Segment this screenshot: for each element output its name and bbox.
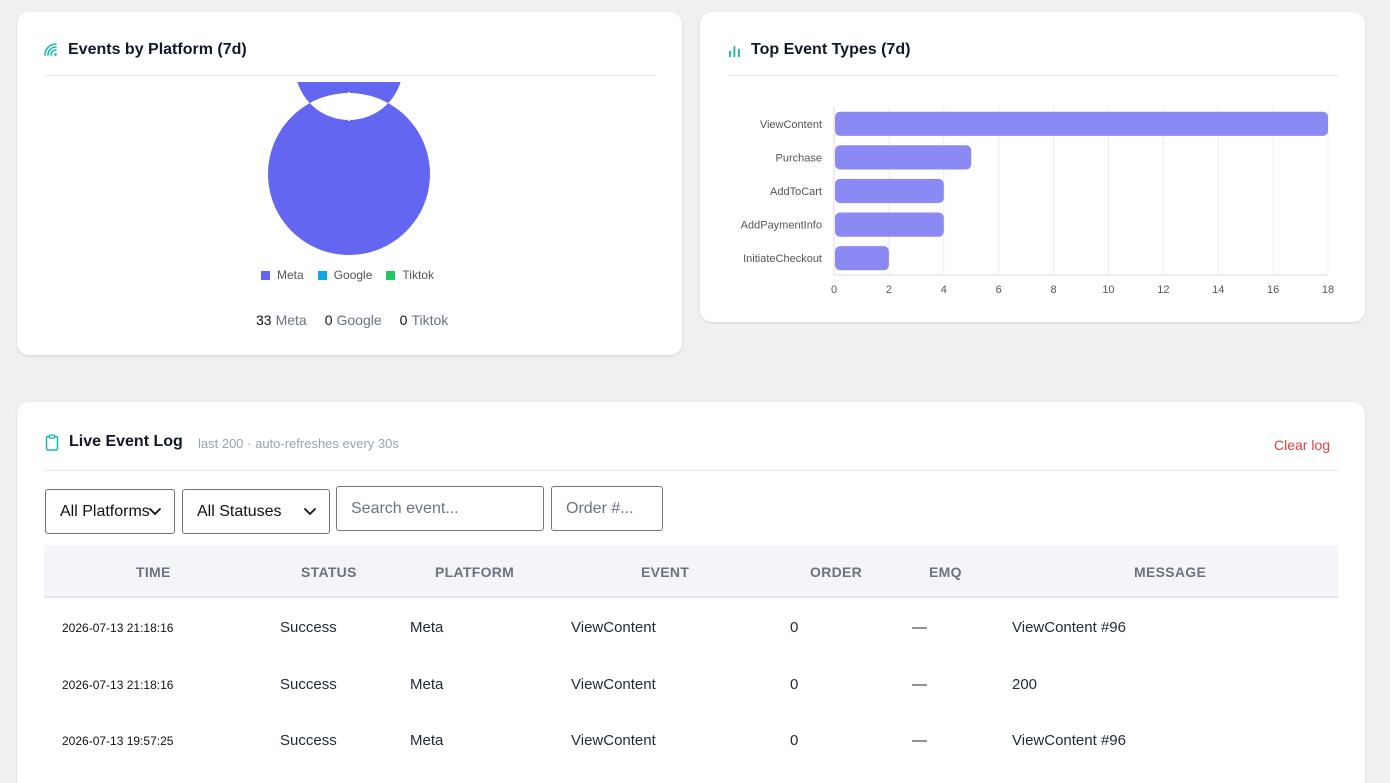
order-number-input[interactable] <box>551 486 663 531</box>
y-tick-label: AddToCart <box>770 186 822 198</box>
event-types-card-title-text: Top Event Types (7d) <box>751 41 911 58</box>
x-tick-label: 8 <box>1050 284 1056 296</box>
row-message: 200 <box>1012 676 1038 693</box>
row-order: 0 <box>790 676 799 693</box>
table-row[interactable]: 2026-07-13 19:57:25 Success Meta ViewCon… <box>44 713 1338 769</box>
row-platform: Meta <box>410 619 444 636</box>
y-tick-label: AddPaymentInfo <box>741 220 822 232</box>
platform-donut-chart <box>267 82 430 255</box>
x-tick-label: 18 <box>1322 284 1334 296</box>
log-title: Live Event Log <box>44 433 183 451</box>
log-subtitle: last 200 · auto-refreshes every 30s <box>198 436 399 451</box>
log-table-header: TIME STATUS PLATFORM EVENT ORDER EMQ MES… <box>44 545 1338 598</box>
row-event: ViewContent <box>571 619 656 636</box>
y-tick-label: ViewContent <box>760 119 822 131</box>
row-emq: — <box>912 732 927 749</box>
row-event: ViewContent <box>571 676 656 693</box>
bar-InitiateCheckout <box>835 246 889 271</box>
row-platform: Meta <box>410 732 444 749</box>
total-tiktok: 0 Tiktok <box>400 312 449 328</box>
y-tick-label: InitiateCheckout <box>743 253 822 265</box>
table-row[interactable]: 2026-07-13 21:18:16 Success Meta ViewCon… <box>44 600 1338 656</box>
chevron-down-icon <box>148 507 162 516</box>
row-platform: Meta <box>410 676 444 693</box>
platform-card-divider <box>44 75 655 76</box>
legend-swatch-google <box>317 270 327 280</box>
donut-slice-meta <box>267 82 430 255</box>
x-tick-label: 14 <box>1212 284 1224 296</box>
legend-swatch-tiktok <box>386 270 396 280</box>
row-message: ViewContent #96 <box>1012 619 1126 636</box>
platform-filter-select[interactable]: All Platforms <box>45 489 175 534</box>
row-status: Success <box>280 676 337 693</box>
total-meta: 33 Meta <box>256 312 307 328</box>
row-order: 0 <box>790 732 799 749</box>
x-tick-label: 4 <box>941 284 947 296</box>
x-tick-label: 0 <box>831 284 837 296</box>
status-filter-value: All Statuses <box>197 502 282 520</box>
row-event: ViewContent <box>571 732 656 749</box>
total-google: 0 Google <box>325 312 382 328</box>
top-event-types-card: Top Event Types (7d) 0 2 4 6 8 10 12 14 16 18 View… <box>700 12 1365 322</box>
column-header-emq[interactable]: EMQ <box>929 564 962 580</box>
event-types-card-title: Top Event Types (7d) <box>727 41 910 59</box>
column-header-status[interactable]: STATUS <box>301 564 357 580</box>
bar-chart-icon <box>729 45 740 57</box>
clear-log-button[interactable]: Clear log <box>1274 437 1331 453</box>
row-emq: — <box>912 676 927 693</box>
bar-AddToCart <box>835 178 944 204</box>
platform-legend: Meta Google Tiktok <box>261 268 448 282</box>
bar-AddPaymentInfo <box>835 212 944 237</box>
events-by-platform-card: Events by Platform (7d) Meta Google Tikt… <box>17 12 682 355</box>
platform-totals: 33 Meta 0 Google 0 Tiktok <box>256 312 466 328</box>
total-meta-count: 33 <box>256 312 272 328</box>
search-event-input[interactable] <box>336 486 544 531</box>
signal-icon <box>44 43 57 56</box>
legend-swatch-meta <box>261 270 270 280</box>
x-tick-label: 2 <box>886 284 892 296</box>
column-header-platform[interactable]: PLATFORM <box>435 564 515 580</box>
total-tiktok-count: 0 <box>399 312 408 328</box>
x-tick-label: 12 <box>1157 284 1169 296</box>
x-tick-label: 16 <box>1267 284 1279 296</box>
bar-ViewContent <box>835 111 1328 136</box>
x-tick-label: 6 <box>996 284 1002 296</box>
log-divider <box>44 470 1338 471</box>
platform-filter-value: All Platforms <box>60 502 150 520</box>
column-header-order[interactable]: ORDER <box>810 564 863 580</box>
event-types-bar-chart: 0 2 4 6 8 10 12 14 16 18 ViewContent Purchase AddToC… <box>741 107 1334 296</box>
status-filter-select[interactable]: All Statuses <box>182 489 330 534</box>
legend-item-google[interactable]: Google <box>317 268 373 282</box>
legend-label-google: Google <box>333 268 373 282</box>
y-tick-label: Purchase <box>776 152 822 164</box>
platform-card-title: Events by Platform (7d) <box>43 41 247 59</box>
legend-label-meta: Meta <box>277 268 304 282</box>
platform-card-title-text: Events by Platform (7d) <box>68 41 247 58</box>
column-header-message[interactable]: MESSAGE <box>1134 564 1207 580</box>
table-row[interactable]: 2026-07-13 21:18:16 Success Meta ViewCon… <box>44 657 1338 713</box>
row-order: 0 <box>790 619 799 636</box>
row-status: Success <box>280 732 337 749</box>
row-time: 2026-07-13 19:57:25 <box>62 734 174 748</box>
event-types-card-divider <box>727 75 1338 76</box>
row-time: 2026-07-13 21:18:16 <box>62 621 174 635</box>
legend-item-meta[interactable]: Meta <box>261 268 304 282</box>
column-header-time[interactable]: TIME <box>136 564 171 580</box>
log-title-text: Live Event Log <box>69 433 183 450</box>
row-emq: — <box>912 619 927 636</box>
bar-Purchase <box>835 145 972 170</box>
clipboard-icon <box>45 433 59 451</box>
total-meta-label: Meta <box>275 312 307 328</box>
column-header-event[interactable]: EVENT <box>641 564 690 580</box>
row-time: 2026-07-13 21:18:16 <box>62 678 174 692</box>
x-tick-label: 10 <box>1102 284 1114 296</box>
legend-item-tiktok[interactable]: Tiktok <box>386 268 434 282</box>
row-status: Success <box>280 619 337 636</box>
row-message: ViewContent #96 <box>1012 732 1126 749</box>
legend-label-tiktok: Tiktok <box>402 268 434 282</box>
total-google-label: Google <box>336 312 382 328</box>
total-tiktok-label: Tiktok <box>411 312 449 328</box>
total-google-count: 0 <box>324 312 333 328</box>
chevron-down-icon <box>303 507 317 516</box>
